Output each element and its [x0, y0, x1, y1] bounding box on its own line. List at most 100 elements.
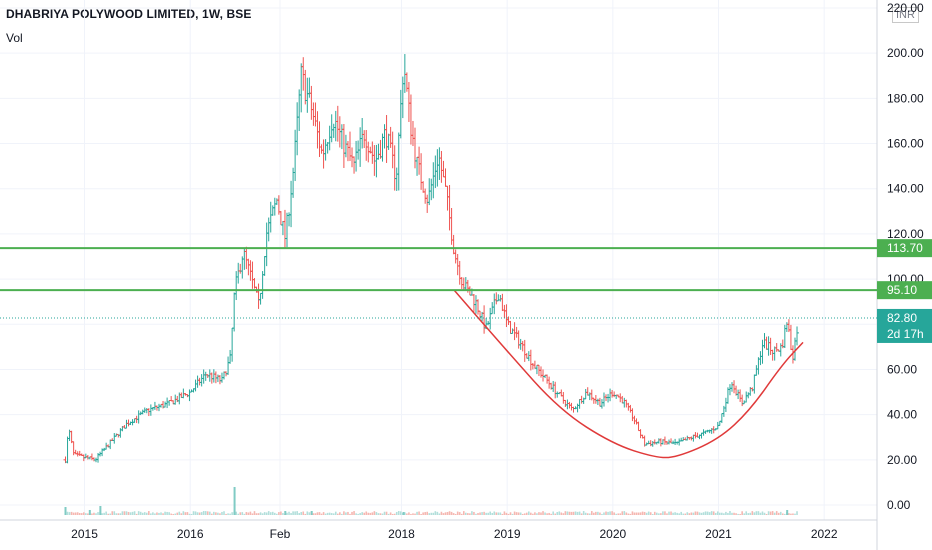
ohlc-bar	[508, 320, 513, 334]
volume-bar	[341, 513, 343, 515]
volume-bar	[572, 511, 575, 515]
x-tick-label: 2015	[71, 527, 98, 541]
ohlc-bar	[378, 139, 383, 159]
volume-bar	[719, 512, 721, 515]
volume-bar	[255, 513, 258, 515]
ohlc-bar	[732, 380, 737, 394]
ohlc-bar	[788, 324, 793, 351]
ohlc-bar	[723, 397, 728, 412]
volume-bar	[662, 511, 664, 515]
horizontal-levels[interactable]: 113.70 95.10 82.80 2d 17h	[0, 239, 932, 343]
ohlc-bar	[636, 421, 641, 432]
volume-bar	[416, 511, 418, 515]
ohlc-bar	[528, 349, 533, 371]
volume-bar	[593, 512, 595, 515]
ohlc-bar	[571, 406, 576, 413]
volume-bar	[454, 513, 457, 515]
volume-bar	[243, 513, 246, 515]
volume-bar	[239, 512, 242, 515]
ohlc-bar	[394, 167, 399, 191]
volume-bar	[479, 512, 481, 515]
volume-bar	[710, 511, 713, 515]
volume-bar	[779, 511, 782, 515]
volume-bar	[320, 513, 323, 515]
volume-bar	[103, 512, 105, 515]
volume-bar	[651, 513, 654, 515]
volume-bar	[434, 511, 437, 515]
volume-bar	[190, 513, 193, 515]
volume-bar	[326, 512, 329, 515]
volume-bar	[109, 513, 112, 515]
ohlc-bar	[744, 391, 749, 403]
volume-bar	[80, 513, 83, 515]
ohlc-bar	[547, 376, 552, 389]
volume-bar	[339, 512, 341, 515]
volume-bar	[775, 511, 778, 515]
ohlc-bar	[419, 153, 424, 190]
volume-bar	[716, 511, 719, 515]
volume-bar	[448, 511, 451, 515]
ohlc-bar	[236, 262, 241, 284]
ohlc-bar	[284, 212, 289, 248]
volume-bar	[330, 513, 333, 515]
volume-bar	[164, 511, 166, 515]
ohlc-bar	[423, 188, 428, 204]
ohlc-bar	[270, 205, 275, 216]
volume-bar	[192, 511, 195, 515]
volume-bar	[334, 511, 337, 515]
volume-bar	[225, 513, 227, 515]
y-tick-label: 120.00	[887, 227, 924, 241]
volume-bar	[769, 511, 772, 515]
volume-bar	[759, 512, 762, 515]
currency-badge[interactable]: INR	[892, 7, 919, 23]
volume-bar	[477, 513, 479, 515]
ohlc-bar	[563, 399, 568, 407]
volume-bar	[617, 513, 620, 515]
volume-bar	[497, 512, 500, 515]
ohlc-bar	[498, 295, 503, 302]
volume-bar	[503, 511, 506, 515]
volume-bar	[345, 512, 347, 515]
ohlc-bar	[199, 374, 204, 387]
ohlc-bar	[599, 399, 604, 409]
volume-bar	[544, 512, 546, 515]
volume-bar	[343, 511, 345, 515]
volume-bar	[125, 511, 128, 515]
ohlc-bar	[384, 115, 389, 163]
volume-bar	[424, 512, 426, 515]
volume-bar	[117, 513, 120, 515]
volume-bar	[538, 512, 540, 515]
volume-bar	[698, 512, 701, 515]
volume-bar	[475, 513, 477, 515]
ohlc-bar	[632, 415, 637, 425]
volume-bar	[143, 512, 146, 515]
ohlc-bar	[473, 295, 478, 314]
volume-bar	[127, 511, 130, 515]
ohlc-bar	[264, 222, 269, 267]
ohlc-bar	[410, 120, 415, 147]
volume-bar	[306, 511, 309, 515]
ohlc-bar	[766, 336, 771, 356]
volume-bar	[788, 513, 790, 515]
volume-bar	[777, 512, 780, 515]
ohlc-bar	[89, 453, 94, 461]
volume-bar	[751, 511, 754, 515]
ohlc-bar	[435, 149, 440, 187]
ohlc-bar	[772, 346, 777, 361]
ohlc-bar	[740, 394, 745, 407]
ohlc-bar	[610, 390, 615, 398]
ohlc-bar	[398, 89, 403, 139]
volume-bar	[487, 512, 489, 515]
volume-bar	[481, 512, 483, 515]
volume-bar	[611, 511, 613, 515]
ohlc-bar	[784, 322, 789, 332]
ohlc-bar	[232, 292, 237, 332]
volume-bar	[582, 511, 585, 515]
volume-bar	[322, 512, 325, 515]
ohlc-bar	[673, 438, 678, 446]
ohlc-bar	[451, 234, 456, 255]
ohlc-bar	[246, 258, 251, 276]
volume-bar	[202, 511, 205, 515]
